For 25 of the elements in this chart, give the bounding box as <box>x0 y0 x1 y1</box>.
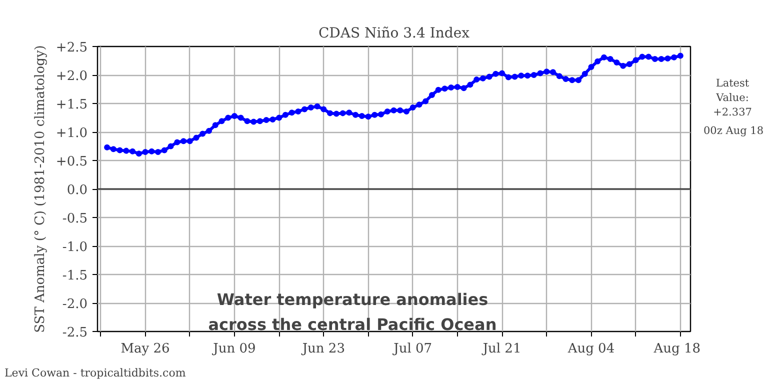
y-tick-label: -2.5 <box>62 326 88 340</box>
x-tick-label: Jun 09 <box>211 342 256 356</box>
x-tick-label: Jul 21 <box>480 342 522 356</box>
y-tick-label: -2.0 <box>62 297 88 312</box>
text: 00z Aug 18 <box>704 125 764 138</box>
y-tick-label: -1.5 <box>62 268 88 284</box>
y-tick-label: +2.0 <box>56 69 88 84</box>
y-tick-label: -1.0 <box>62 240 88 255</box>
x-tick-label: May 26 <box>120 342 170 356</box>
y-tick-label: +2.5 <box>56 40 88 56</box>
x-tick-label: Jun 23 <box>300 342 345 356</box>
y-tick-label: 0.0 <box>66 183 88 198</box>
chart-title: CDAS Niño 3.4 Index <box>318 26 470 42</box>
text: Latest Value: +2.337 <box>713 78 752 118</box>
x-tick-label: Aug 04 <box>566 342 615 356</box>
y-tick-label: +1.0 <box>56 126 88 141</box>
y-tick-label: +0.5 <box>56 154 88 170</box>
annotation: Water temperature anomalies <box>216 290 488 309</box>
annotation: across the central Pacific Ocean <box>208 315 497 334</box>
y-tick-label: -0.5 <box>62 212 88 226</box>
y-axis-title: SST Anomaly (° C) (1981-2010 climatology) <box>32 45 48 333</box>
x-tick-label: Jul 07 <box>392 342 432 356</box>
x-tick-label: Aug 18 <box>652 342 701 356</box>
y-tick-label: +1.5 <box>56 98 88 112</box>
text: Levi Cowan - tropicaltidbits.com <box>4 366 186 380</box>
